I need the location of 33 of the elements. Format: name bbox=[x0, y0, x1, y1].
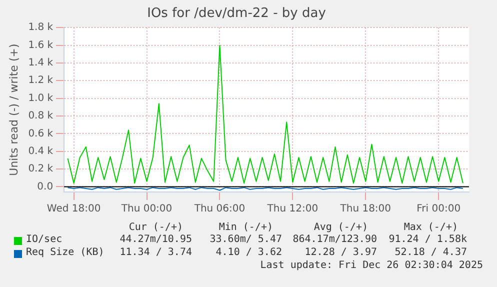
y-axis-title: Units read (-) / write (+) bbox=[7, 44, 20, 176]
text: Avg (-/+) bbox=[314, 222, 368, 233]
y-tick-label: 0.0 bbox=[37, 181, 54, 192]
text: Max (-/+) bbox=[404, 222, 458, 233]
text: 11.34 / 3.74 bbox=[120, 247, 192, 258]
y-tick-label: 0.4 k bbox=[28, 146, 54, 157]
text: 4.10 / 3.62 bbox=[216, 247, 282, 258]
text: 44.27m/10.95 bbox=[120, 234, 192, 245]
y-tick-label: 1.0 k bbox=[28, 92, 54, 104]
y-tick-label: 0.6 k bbox=[28, 128, 54, 140]
text: 864.17m/123.90 bbox=[292, 234, 377, 245]
x-tick-label: Thu 00:00 bbox=[120, 204, 172, 215]
y-tick-label: 1.2 k bbox=[28, 75, 54, 86]
y-tick-label: 0.8 k bbox=[28, 110, 54, 122]
y-tick-label: 1.6 k bbox=[28, 40, 54, 51]
legend-label: IO/sec bbox=[26, 234, 62, 245]
text: 33.60m/ 5.47 bbox=[210, 234, 282, 245]
text: 12.28 / 3.97 bbox=[304, 247, 377, 258]
x-tick-label: Wed 18:00 bbox=[46, 204, 101, 215]
text: 52.18 / 4.37 bbox=[394, 247, 467, 258]
text: Last update: Fri Dec 26 02:30:04 2025 bbox=[260, 260, 483, 271]
y-tick-label: 0.2 k bbox=[28, 164, 54, 175]
x-tick-label: Thu 12:00 bbox=[266, 204, 318, 215]
y-tick-label: 1.8 k bbox=[28, 22, 54, 34]
legend-label: Req Size (KB) bbox=[26, 247, 104, 258]
text: 91.24 / 1.58k bbox=[388, 234, 467, 245]
text: Cur (-/+) bbox=[128, 222, 183, 233]
x-tick-label: Fri 00:00 bbox=[416, 204, 461, 215]
x-tick-label: Thu 18:00 bbox=[339, 204, 392, 215]
text: Min (-/+) bbox=[218, 222, 273, 233]
chart-title: IOs for /dev/dm-22 - by day bbox=[147, 6, 326, 22]
y-tick-label: 1.4 k bbox=[28, 58, 54, 69]
x-tick-label: Thu 06:00 bbox=[193, 204, 246, 215]
